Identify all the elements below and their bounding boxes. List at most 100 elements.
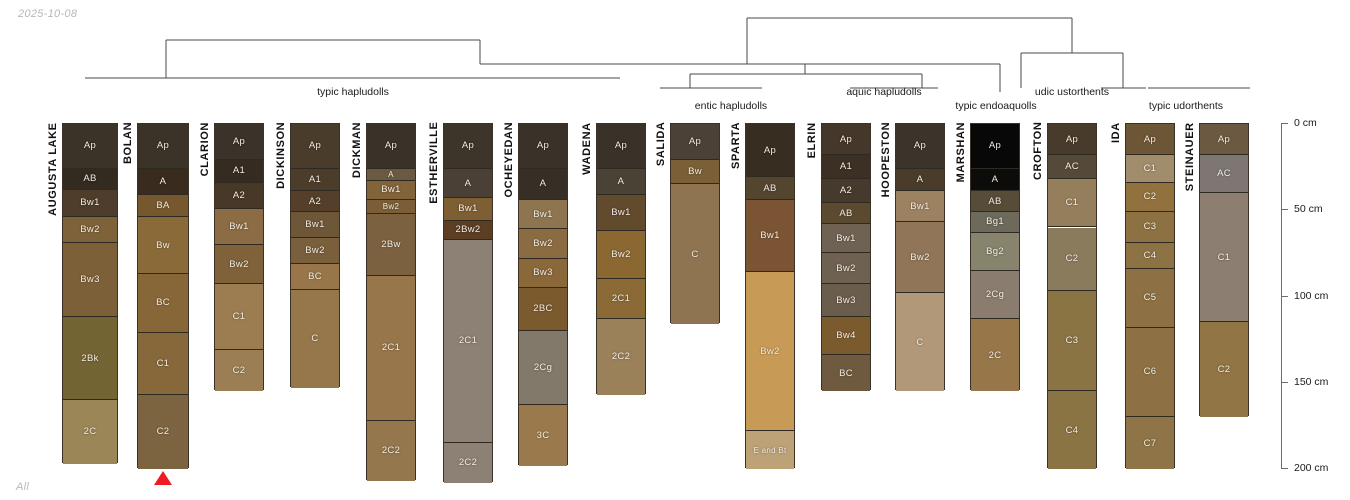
- soil-horizon[interactable]: Ap: [597, 124, 645, 169]
- soil-horizon[interactable]: Bw2: [519, 229, 567, 259]
- profile-column[interactable]: Ap AC C1 C2: [1199, 123, 1249, 418]
- soil-horizon[interactable]: Ap: [215, 124, 263, 161]
- soil-horizon[interactable]: Bw4: [822, 317, 870, 356]
- soil-horizon[interactable]: 3C: [519, 405, 567, 466]
- soil-horizon[interactable]: Bw1: [63, 189, 117, 218]
- soil-horizon[interactable]: C: [291, 289, 339, 388]
- soil-horizon[interactable]: Ap: [138, 124, 188, 169]
- soil-horizon[interactable]: AB: [822, 203, 870, 225]
- soil-horizon[interactable]: C1: [138, 332, 188, 395]
- soil-horizon[interactable]: A: [519, 168, 567, 200]
- soil-horizon[interactable]: C4: [1126, 243, 1174, 269]
- soil-horizon[interactable]: A: [597, 168, 645, 195]
- soil-horizon[interactable]: C4: [1048, 391, 1096, 469]
- soil-horizon[interactable]: AC: [1200, 155, 1248, 193]
- soil-horizon[interactable]: Bg2: [971, 232, 1019, 271]
- soil-horizon[interactable]: 2C1: [367, 275, 415, 421]
- soil-horizon[interactable]: Bw1: [367, 180, 415, 200]
- soil-horizon[interactable]: Bw2: [746, 272, 794, 432]
- soil-horizon[interactable]: Bw2: [367, 199, 415, 214]
- profile-column[interactable]: Ap A Bw1 Bw2 2Bw 2C1 2C2: [366, 123, 416, 482]
- soil-horizon[interactable]: A2: [822, 179, 870, 204]
- soil-horizon[interactable]: Bw2: [597, 230, 645, 280]
- profile-column[interactable]: Ap AC C1 C2 C3 C4: [1047, 123, 1097, 469]
- soil-horizon[interactable]: Bw: [138, 217, 188, 275]
- soil-horizon[interactable]: C2: [1126, 182, 1174, 212]
- soil-horizon[interactable]: Ap: [896, 124, 944, 169]
- soil-horizon[interactable]: Bw3: [822, 284, 870, 318]
- soil-horizon[interactable]: A: [367, 168, 415, 181]
- soil-horizon[interactable]: C2: [1200, 322, 1248, 418]
- profile-column[interactable]: Ap A Bw1 Bw2 Bw3 2BC 2Cg 3C: [518, 123, 568, 466]
- soil-horizon[interactable]: 2C2: [367, 420, 415, 482]
- soil-horizon[interactable]: Bw2: [215, 244, 263, 285]
- soil-horizon[interactable]: C: [896, 293, 944, 392]
- soil-horizon[interactable]: 2C: [971, 318, 1019, 392]
- soil-horizon[interactable]: A: [896, 168, 944, 192]
- soil-horizon[interactable]: AB: [971, 191, 1019, 212]
- soil-horizon[interactable]: 2Cg: [519, 331, 567, 406]
- soil-horizon[interactable]: A1: [291, 168, 339, 192]
- soil-horizon[interactable]: C3: [1126, 211, 1174, 244]
- profile-column[interactable]: Ap Bw C: [670, 123, 720, 325]
- soil-horizon[interactable]: 2Cg: [971, 270, 1019, 319]
- profile-column[interactable]: Ap A1 A2 Bw1 Bw2 C1 C2: [214, 123, 264, 392]
- profile-column[interactable]: Ap A BA Bw BC C1 C2: [137, 123, 189, 469]
- soil-horizon[interactable]: C6: [1126, 327, 1174, 418]
- soil-horizon[interactable]: Bw1: [444, 198, 492, 221]
- soil-horizon[interactable]: Ap: [1126, 124, 1174, 156]
- soil-horizon[interactable]: A1: [215, 160, 263, 183]
- soil-horizon[interactable]: 2C1: [597, 279, 645, 319]
- soil-horizon[interactable]: C2: [138, 394, 188, 469]
- profile-column[interactable]: Ap AB Bw1 Bw2 E and Bt: [745, 123, 795, 469]
- soil-horizon[interactable]: Bw1: [822, 224, 870, 254]
- soil-horizon[interactable]: Bg1: [971, 211, 1019, 233]
- soil-horizon[interactable]: C3: [1048, 291, 1096, 392]
- soil-horizon[interactable]: Ap: [291, 124, 339, 169]
- soil-horizon[interactable]: Ap: [1200, 124, 1248, 156]
- profile-column[interactable]: Ap A Bw1 Bw2 C: [895, 123, 945, 392]
- profile-column[interactable]: Ap A AB Bg1 Bg2 2Cg 2C: [970, 123, 1020, 392]
- soil-horizon[interactable]: Ap: [671, 124, 719, 161]
- soil-horizon[interactable]: C2: [215, 349, 263, 392]
- soil-horizon[interactable]: Ap: [63, 124, 117, 169]
- soil-horizon[interactable]: C5: [1126, 268, 1174, 328]
- soil-horizon[interactable]: 2C1: [444, 239, 492, 444]
- profile-column[interactable]: Ap A1 A2 AB Bw1 Bw2 Bw3 Bw4 BC: [821, 123, 871, 392]
- soil-horizon[interactable]: 2C2: [597, 318, 645, 395]
- soil-horizon[interactable]: Bw1: [746, 199, 794, 273]
- soil-horizon[interactable]: AB: [746, 177, 794, 200]
- soil-horizon[interactable]: A2: [291, 191, 339, 212]
- soil-horizon[interactable]: BC: [138, 274, 188, 333]
- soil-horizon[interactable]: Ap: [746, 124, 794, 178]
- soil-horizon[interactable]: Bw2: [63, 217, 117, 244]
- soil-horizon[interactable]: Ap: [519, 124, 567, 169]
- soil-horizon[interactable]: BC: [822, 355, 870, 392]
- soil-horizon[interactable]: 2Bw2: [444, 220, 492, 240]
- soil-horizon[interactable]: 2C2: [444, 443, 492, 483]
- soil-horizon[interactable]: C2: [1048, 227, 1096, 292]
- soil-horizon[interactable]: C: [671, 184, 719, 325]
- soil-horizon[interactable]: Bw1: [519, 199, 567, 230]
- profile-column[interactable]: Ap A1 A2 Bw1 Bw2 BC C: [290, 123, 340, 388]
- soil-horizon[interactable]: Bw: [671, 160, 719, 185]
- soil-horizon[interactable]: Ap: [1048, 124, 1096, 156]
- soil-horizon[interactable]: C1: [1048, 179, 1096, 228]
- soil-horizon[interactable]: Bw1: [896, 191, 944, 223]
- soil-horizon[interactable]: A: [971, 168, 1019, 192]
- profile-column[interactable]: Ap A Bw1 Bw2 2C1 2C2: [596, 123, 646, 395]
- soil-horizon[interactable]: AB: [63, 168, 117, 190]
- soil-horizon[interactable]: 2BC: [519, 287, 567, 331]
- soil-horizon[interactable]: E and Bt: [746, 431, 794, 469]
- soil-horizon[interactable]: A2: [215, 182, 263, 209]
- soil-horizon[interactable]: Ap: [367, 124, 415, 169]
- soil-horizon[interactable]: C7: [1126, 417, 1174, 469]
- soil-horizon[interactable]: A: [444, 168, 492, 199]
- soil-horizon[interactable]: Ap: [444, 124, 492, 169]
- soil-horizon[interactable]: Bw2: [822, 253, 870, 285]
- soil-horizon[interactable]: C1: [215, 284, 263, 350]
- soil-horizon[interactable]: C1: [1126, 155, 1174, 183]
- soil-horizon[interactable]: C1: [1200, 193, 1248, 323]
- soil-horizon[interactable]: Bw2: [896, 222, 944, 294]
- profile-column[interactable]: Ap C1 C2 C3 C4 C5 C6 C7: [1125, 123, 1175, 469]
